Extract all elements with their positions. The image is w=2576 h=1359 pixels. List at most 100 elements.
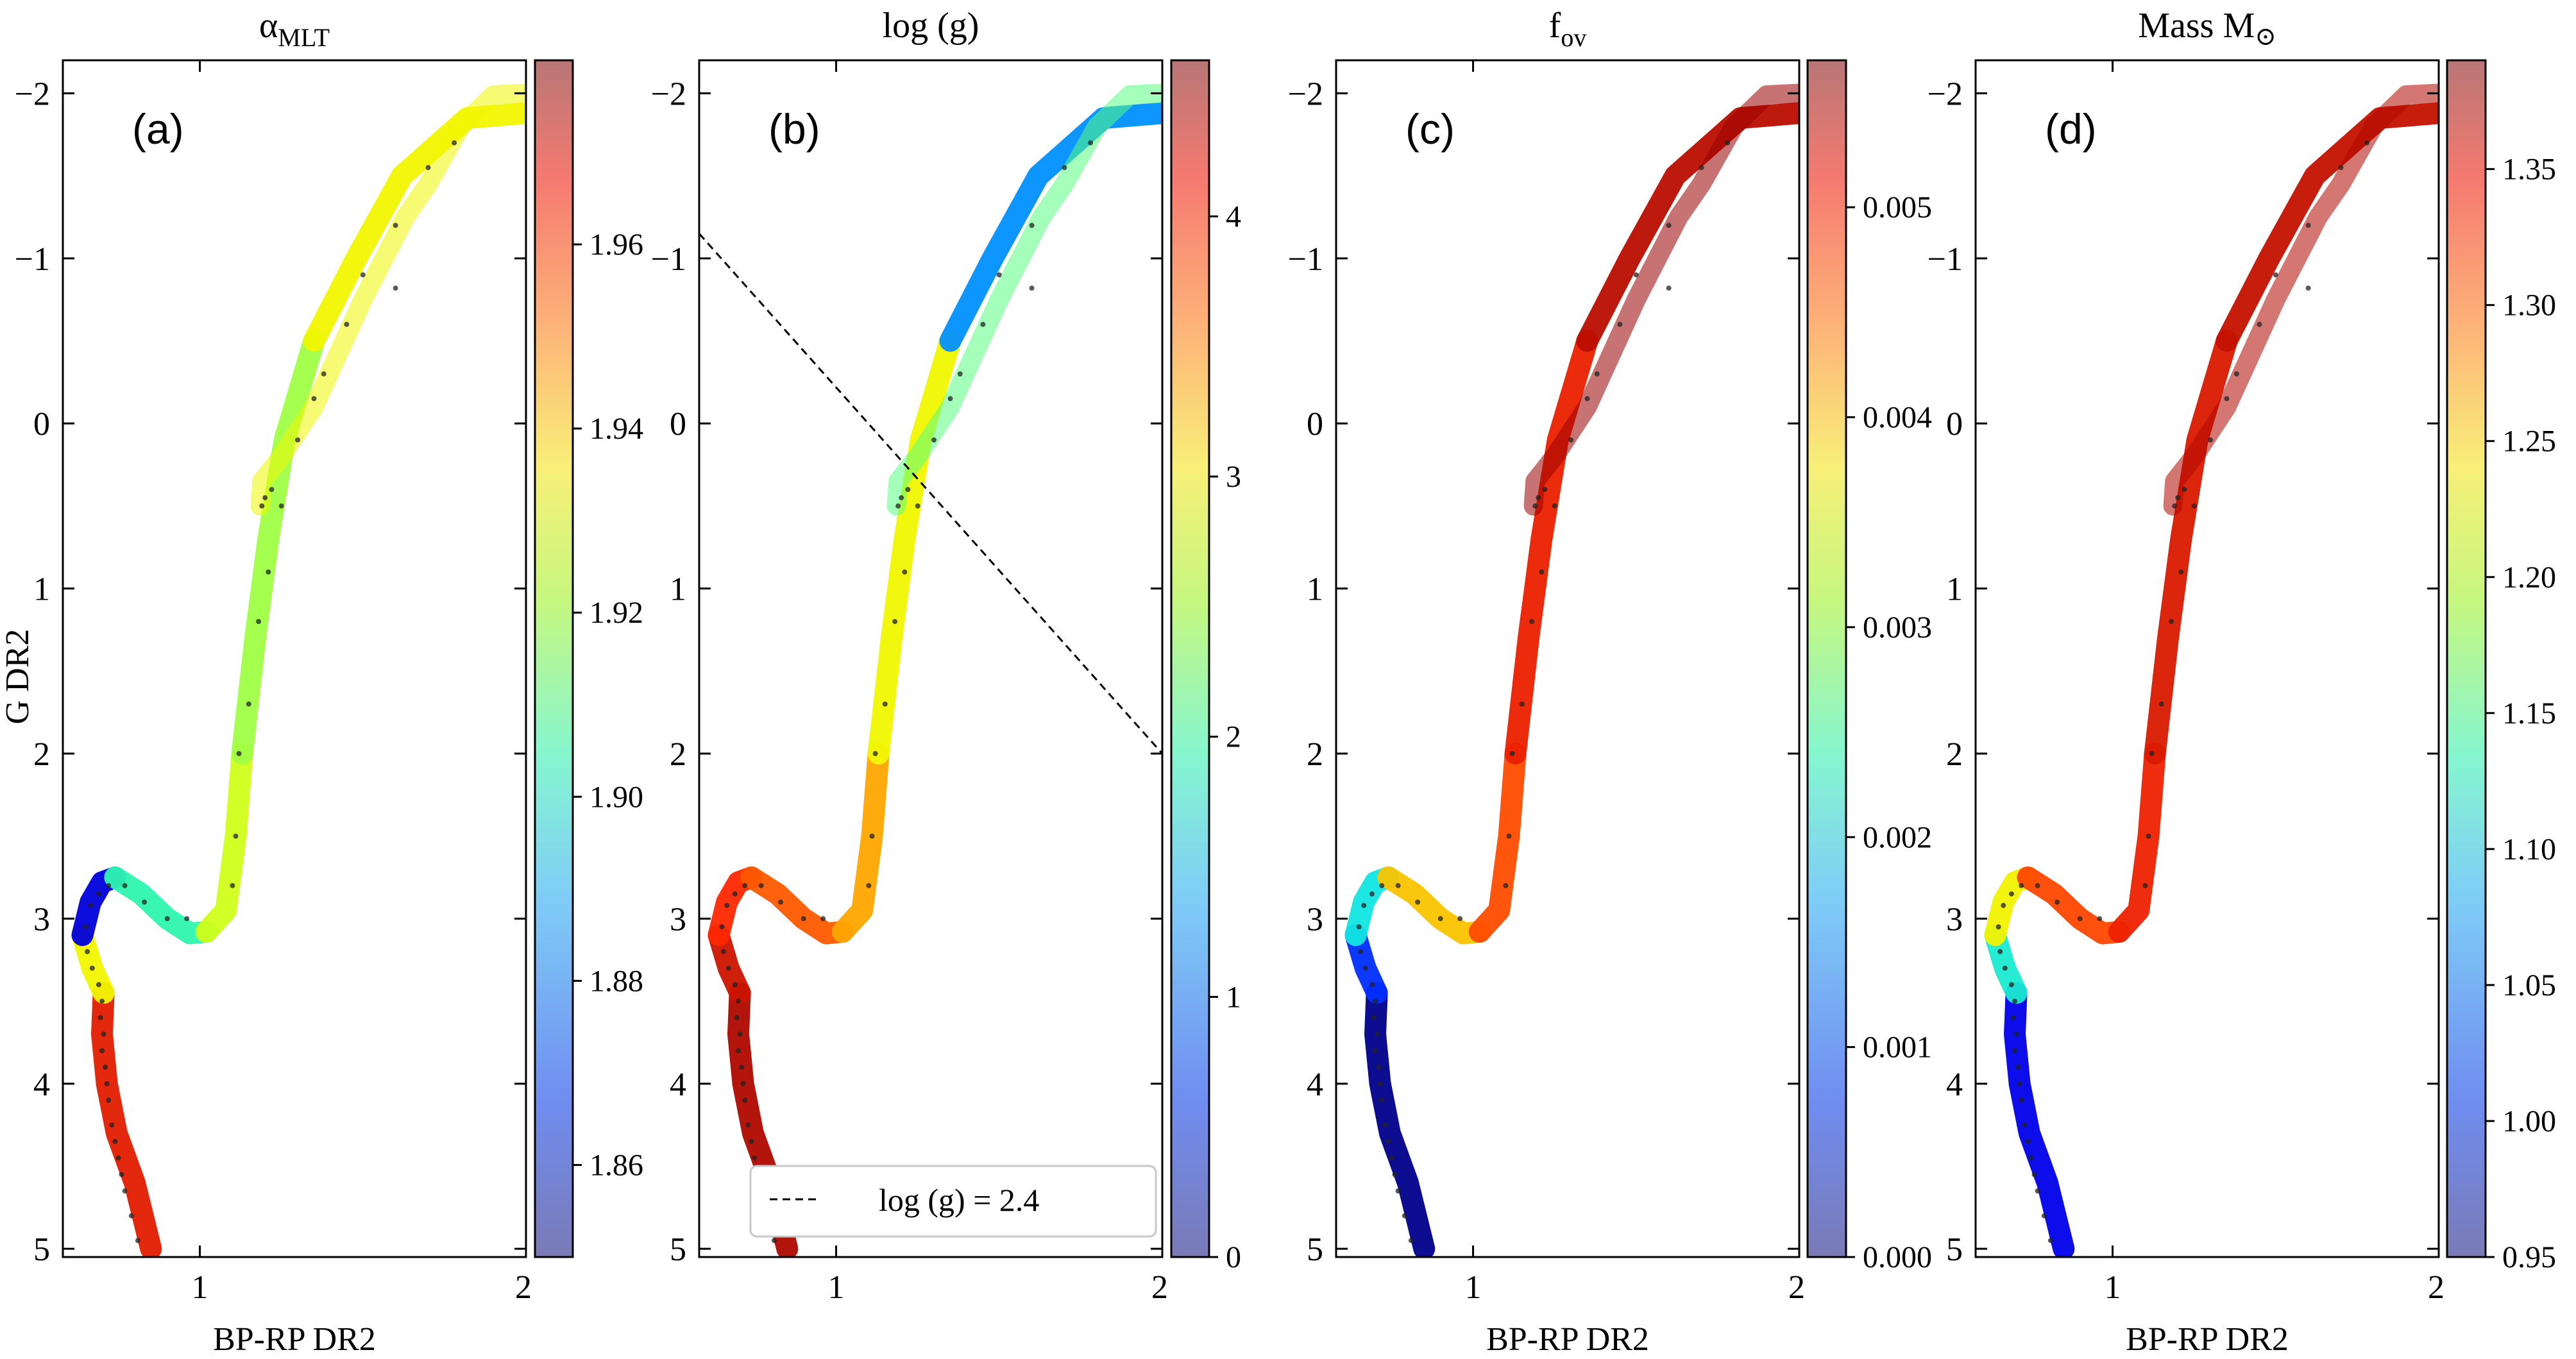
cluster-star [1539,569,1545,575]
y-tick-label: 1 [1946,571,1963,608]
cluster-star [262,495,268,501]
cluster-star [236,751,242,756]
cluster-star [360,272,366,278]
colorbar-tick-label: 2 [1226,720,1241,754]
cluster-star [2175,495,2181,501]
x-axis-label: BP-RP DR2 [1486,1321,1649,1358]
colorbar-tick-label: 1.20 [2502,561,2556,595]
cluster-star [1389,1155,1394,1161]
colorbar-tick-label: 1.15 [2502,696,2556,730]
cluster-star [184,916,190,922]
cluster-star [2013,1031,2019,1037]
cluster-star [2305,285,2311,291]
colorbar-tick-label: 1.05 [2502,968,2556,1002]
cluster-star [771,1238,777,1244]
cluster-star [119,1172,124,1178]
cluster-star [2035,1188,2040,1194]
cluster-star [2146,833,2151,839]
cluster-star [872,751,878,756]
cluster-star [732,982,738,988]
y-tick-label: 0 [670,406,686,443]
colorbar-tick-label: 0.005 [1863,190,1932,224]
plot-frame [1335,59,1801,1258]
cluster-star [135,1238,140,1244]
track-hook [2017,866,2130,945]
colorbar-tick-label: 1.90 [589,780,643,814]
colorbar-tick-label: 0.000 [1863,1240,1932,1274]
plot-frame [62,59,527,1258]
cluster-star [931,437,937,443]
cluster-star [778,899,784,905]
cluster-star [99,999,105,1004]
cluster-star [2012,1048,2017,1054]
colorbar-tick-label: 1.30 [2502,289,2556,323]
cluster-star [724,902,730,908]
colorbar-tick-label: 1.00 [2502,1104,2556,1138]
cluster-star [1633,272,1639,278]
cluster-star [737,1031,743,1037]
y-tick-label: −1 [15,241,50,278]
cluster-star [122,882,128,888]
cluster-star [1379,882,1385,888]
cluster-star [104,1081,110,1086]
x-tick-label: 2 [2428,1269,2445,1306]
y-tick-label: 4 [670,1067,686,1103]
cluster-star [996,272,1002,278]
colorbar-tick-label: 1.88 [589,964,643,998]
track-main_sequence_lower [1364,982,1436,1257]
cluster-star [2055,899,2060,905]
track-red_clump [2163,83,2439,516]
plot-area [71,83,526,1257]
cluster-star [725,965,731,971]
y-tick-label: 5 [670,1231,686,1268]
cluster-star [980,321,986,327]
colorbar-tick-label: 1 [1226,980,1241,1014]
cluster-star [89,965,95,971]
track-subgiant [831,743,890,943]
cluster-star [1594,371,1600,376]
colorbar-tick-label: 0.001 [1863,1031,1932,1065]
cluster-star [2149,751,2155,756]
cluster-star [1666,285,1672,291]
cluster-star [233,833,239,839]
cluster-star [820,916,826,922]
cluster-star [2047,1238,2053,1244]
cluster-star [1062,165,1067,171]
cluster-star [739,1065,745,1070]
x-tick-label: 2 [515,1269,532,1306]
cluster-star [1996,924,2001,930]
cluster-star [1369,891,1375,897]
x-tick-label: 1 [192,1269,208,1306]
cluster-star [2001,902,2006,908]
cluster-star [2142,882,2148,888]
cluster-star [1377,1081,1383,1086]
cluster-star [736,999,741,1004]
title-symbol: ⊙ [2255,22,2276,51]
cluster-star [2017,1081,2022,1086]
y-tick-label: 1 [1307,571,1323,608]
cluster-star [2015,1065,2021,1070]
cluster-star [721,949,727,954]
track-rgb_upper [303,102,526,352]
cluster-star [295,437,301,443]
cluster-star [2022,1122,2028,1128]
y-tick-label: 0 [1946,406,1963,443]
plot-area [699,83,1162,1257]
panel-label: (a) [132,105,184,153]
cluster-star [1029,285,1035,291]
cluster-star [128,1213,134,1219]
cluster-star [758,882,764,888]
cluster-star [742,882,748,888]
reference-line [699,233,1162,754]
y-tick-label: −2 [651,76,686,112]
cluster-star [2233,371,2239,376]
cluster-star [1509,751,1515,756]
cluster-star [2305,223,2311,228]
colorbar-tick-label: 1.35 [2502,153,2556,187]
y-tick-label: 3 [1946,901,1963,938]
cluster-star [2002,965,2008,971]
cluster-star [1374,1031,1380,1037]
cluster-star [1437,916,1443,922]
cluster-star [1503,882,1509,888]
track-rgb_upper [2216,102,2439,352]
